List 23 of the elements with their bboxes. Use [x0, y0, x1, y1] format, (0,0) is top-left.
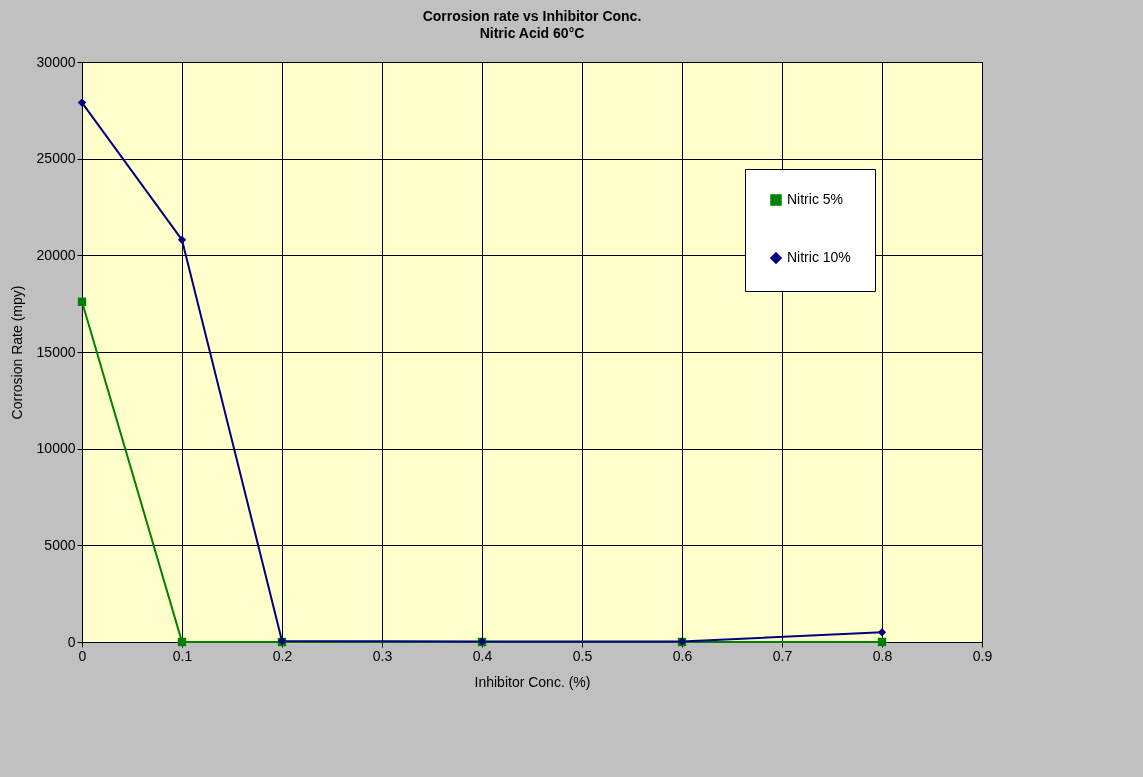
y-axis-title: Corrosion Rate (mpy) [8, 285, 25, 420]
y-tick-label: 30000 [36, 53, 76, 70]
y-tick-label: 20000 [36, 246, 76, 263]
x-tick-label: 0.3 [372, 647, 393, 664]
x-tick-label: 0.7 [772, 647, 793, 664]
x-tick-label: 0.5 [572, 647, 593, 664]
x-tick-label: 0.6 [672, 647, 693, 664]
x-tick-label: 0.9 [972, 647, 993, 664]
x-tick-label: 0.2 [272, 647, 293, 664]
x-tick-label: 0.4 [472, 647, 493, 664]
x-tick-label: 0.8 [872, 647, 893, 664]
y-tick-label: 0 [67, 633, 76, 650]
x-tick-label: 0.1 [172, 647, 193, 664]
y-tick-label: 15000 [36, 343, 76, 360]
x-axis-title: Inhibitor Conc. (%) [474, 673, 591, 690]
chart-title: Corrosion rate vs Inhibitor Conc. [422, 8, 642, 24]
legend-label: Nitric 10% [787, 249, 851, 265]
x-tick-label: 0 [78, 647, 87, 664]
y-tick-label: 5000 [44, 536, 76, 553]
chart-subtitle: Nitric Acid 60°C [479, 25, 585, 41]
y-tick-label: 10000 [36, 440, 76, 457]
legend-label: Nitric 5% [787, 191, 844, 207]
y-tick-label: 25000 [36, 150, 76, 167]
